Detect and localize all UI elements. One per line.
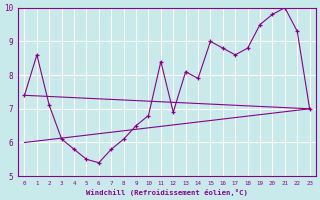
X-axis label: Windchill (Refroidissement éolien,°C): Windchill (Refroidissement éolien,°C) <box>86 189 248 196</box>
